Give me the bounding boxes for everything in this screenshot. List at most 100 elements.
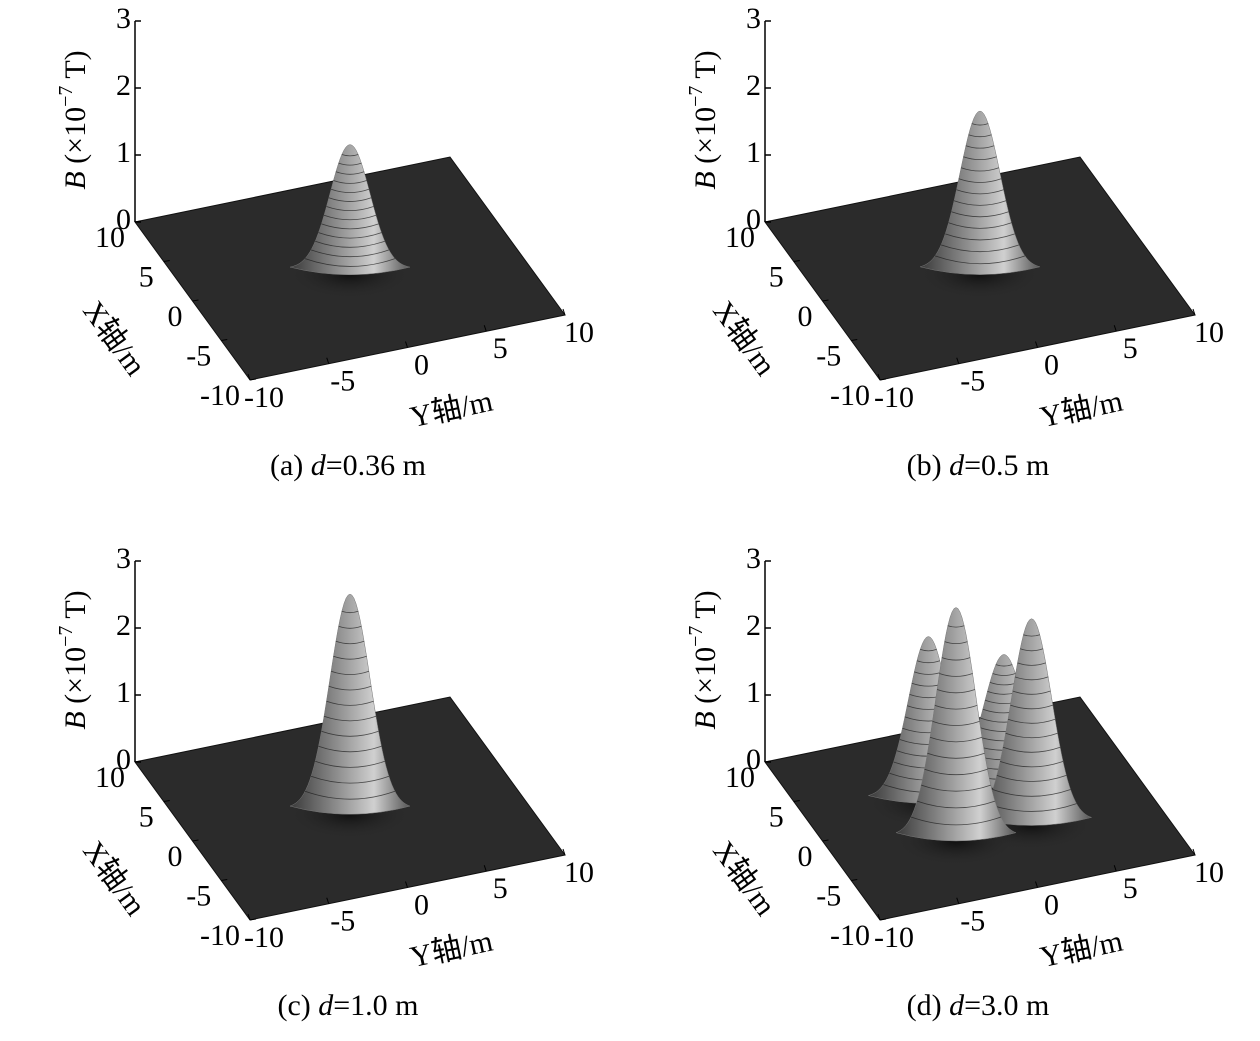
y-tick <box>956 357 960 364</box>
y-tick <box>405 881 408 888</box>
y-tick-label: -5 <box>960 905 985 938</box>
contour <box>992 789 1071 797</box>
contour <box>326 700 374 706</box>
caption-part: d <box>311 449 327 482</box>
contour <box>992 673 1016 676</box>
caption-part: (a) <box>270 449 311 482</box>
z-axis-title-part: B <box>59 711 92 729</box>
z-axis-title: B (×10−7 T) <box>685 50 722 189</box>
x-tick-label: -5 <box>186 879 211 912</box>
y-tick-label: 10 <box>1194 316 1224 349</box>
y-tick-label: -10 <box>874 921 914 954</box>
z-tick-label: 0 <box>116 743 131 776</box>
caption-part: =3.0 m <box>964 989 1049 1022</box>
x-tick-label: 5 <box>139 800 154 833</box>
contour <box>333 655 367 660</box>
y-tick-label: -10 <box>874 381 914 414</box>
contour <box>948 222 1012 229</box>
z-axis-title-part: T) <box>59 590 92 625</box>
y-tick-label: 5 <box>1123 332 1138 365</box>
contour <box>999 761 1064 768</box>
x-tick-label: 10 <box>725 761 755 794</box>
contour <box>315 760 385 768</box>
contour <box>945 233 1015 241</box>
z-tick-label: 1 <box>746 136 761 169</box>
contour <box>958 178 1002 183</box>
contour <box>920 649 937 652</box>
contour <box>341 610 359 614</box>
z-tick-label: 1 <box>116 136 131 169</box>
x-tick-label: 10 <box>725 221 755 254</box>
contour <box>321 223 379 230</box>
z-axis-title-part: B <box>59 171 92 189</box>
x-tick <box>249 918 257 921</box>
contour <box>921 784 991 792</box>
contour <box>939 673 973 677</box>
x-tick <box>764 220 772 223</box>
contour <box>995 664 1013 667</box>
z-tick-label: 2 <box>116 69 131 102</box>
x-tick-label: 5 <box>769 260 784 293</box>
y-tick-label: 0 <box>414 348 429 381</box>
y-tick <box>483 325 487 332</box>
z-tick-label: 1 <box>116 676 131 709</box>
contour <box>960 167 1000 172</box>
contour <box>996 775 1067 782</box>
caption-part: d <box>949 989 965 1022</box>
x-tick <box>879 378 887 381</box>
y-tick <box>483 865 487 872</box>
x-tick-label: 5 <box>769 800 784 833</box>
contour <box>1017 662 1046 666</box>
contour <box>328 197 372 202</box>
z-tick-label: 0 <box>746 203 761 236</box>
y-tick-label: 5 <box>1123 872 1138 905</box>
contour <box>310 775 390 784</box>
contour <box>1023 634 1040 637</box>
z-tick-label: 3 <box>116 2 131 35</box>
z-axis-title: B (×10−7 T) <box>55 50 92 189</box>
peak <box>919 110 1041 275</box>
x-tick-label: 0 <box>168 300 183 333</box>
x-tick <box>192 839 199 842</box>
contour <box>304 258 396 267</box>
z-tick-label: 3 <box>746 542 761 575</box>
z-axis-title-part: −7 <box>685 626 707 647</box>
contour <box>330 188 370 193</box>
caption-part: (b) <box>907 449 949 482</box>
contour <box>965 145 995 149</box>
x-tick <box>221 879 228 881</box>
x-tick-label: -10 <box>200 919 240 952</box>
contour <box>315 240 385 248</box>
caption: (d) d=3.0 m <box>907 989 1050 1022</box>
y-tick <box>1113 865 1117 872</box>
peak <box>289 144 411 276</box>
x-tick-label: 5 <box>139 260 154 293</box>
y-tick <box>1113 325 1117 332</box>
contour <box>335 171 365 175</box>
x-tick <box>822 299 829 302</box>
contour <box>333 180 367 184</box>
caption-part: =0.5 m <box>964 449 1049 482</box>
caption-part: (c) <box>277 989 318 1022</box>
y-tick-label: 5 <box>493 332 508 365</box>
z-axis-title-part: T) <box>689 50 722 85</box>
contour <box>940 244 1020 253</box>
contour <box>944 641 968 644</box>
x-tick <box>192 299 199 302</box>
contour <box>1012 690 1051 695</box>
y-axis-title: Y轴/m <box>1037 925 1125 975</box>
z-axis-title-part: T) <box>59 50 92 85</box>
contour <box>323 715 377 722</box>
x-tick <box>249 378 257 381</box>
z-axis-title-part: (×10 <box>59 647 92 711</box>
x-tick-label: 0 <box>798 840 813 873</box>
y-axis-title: Y轴/m <box>1037 385 1125 435</box>
caption: (a) d=0.36 m <box>270 449 426 482</box>
x-tick <box>851 339 858 341</box>
contour <box>1002 746 1061 753</box>
caption-part: d <box>318 989 334 1022</box>
contour <box>328 685 372 691</box>
